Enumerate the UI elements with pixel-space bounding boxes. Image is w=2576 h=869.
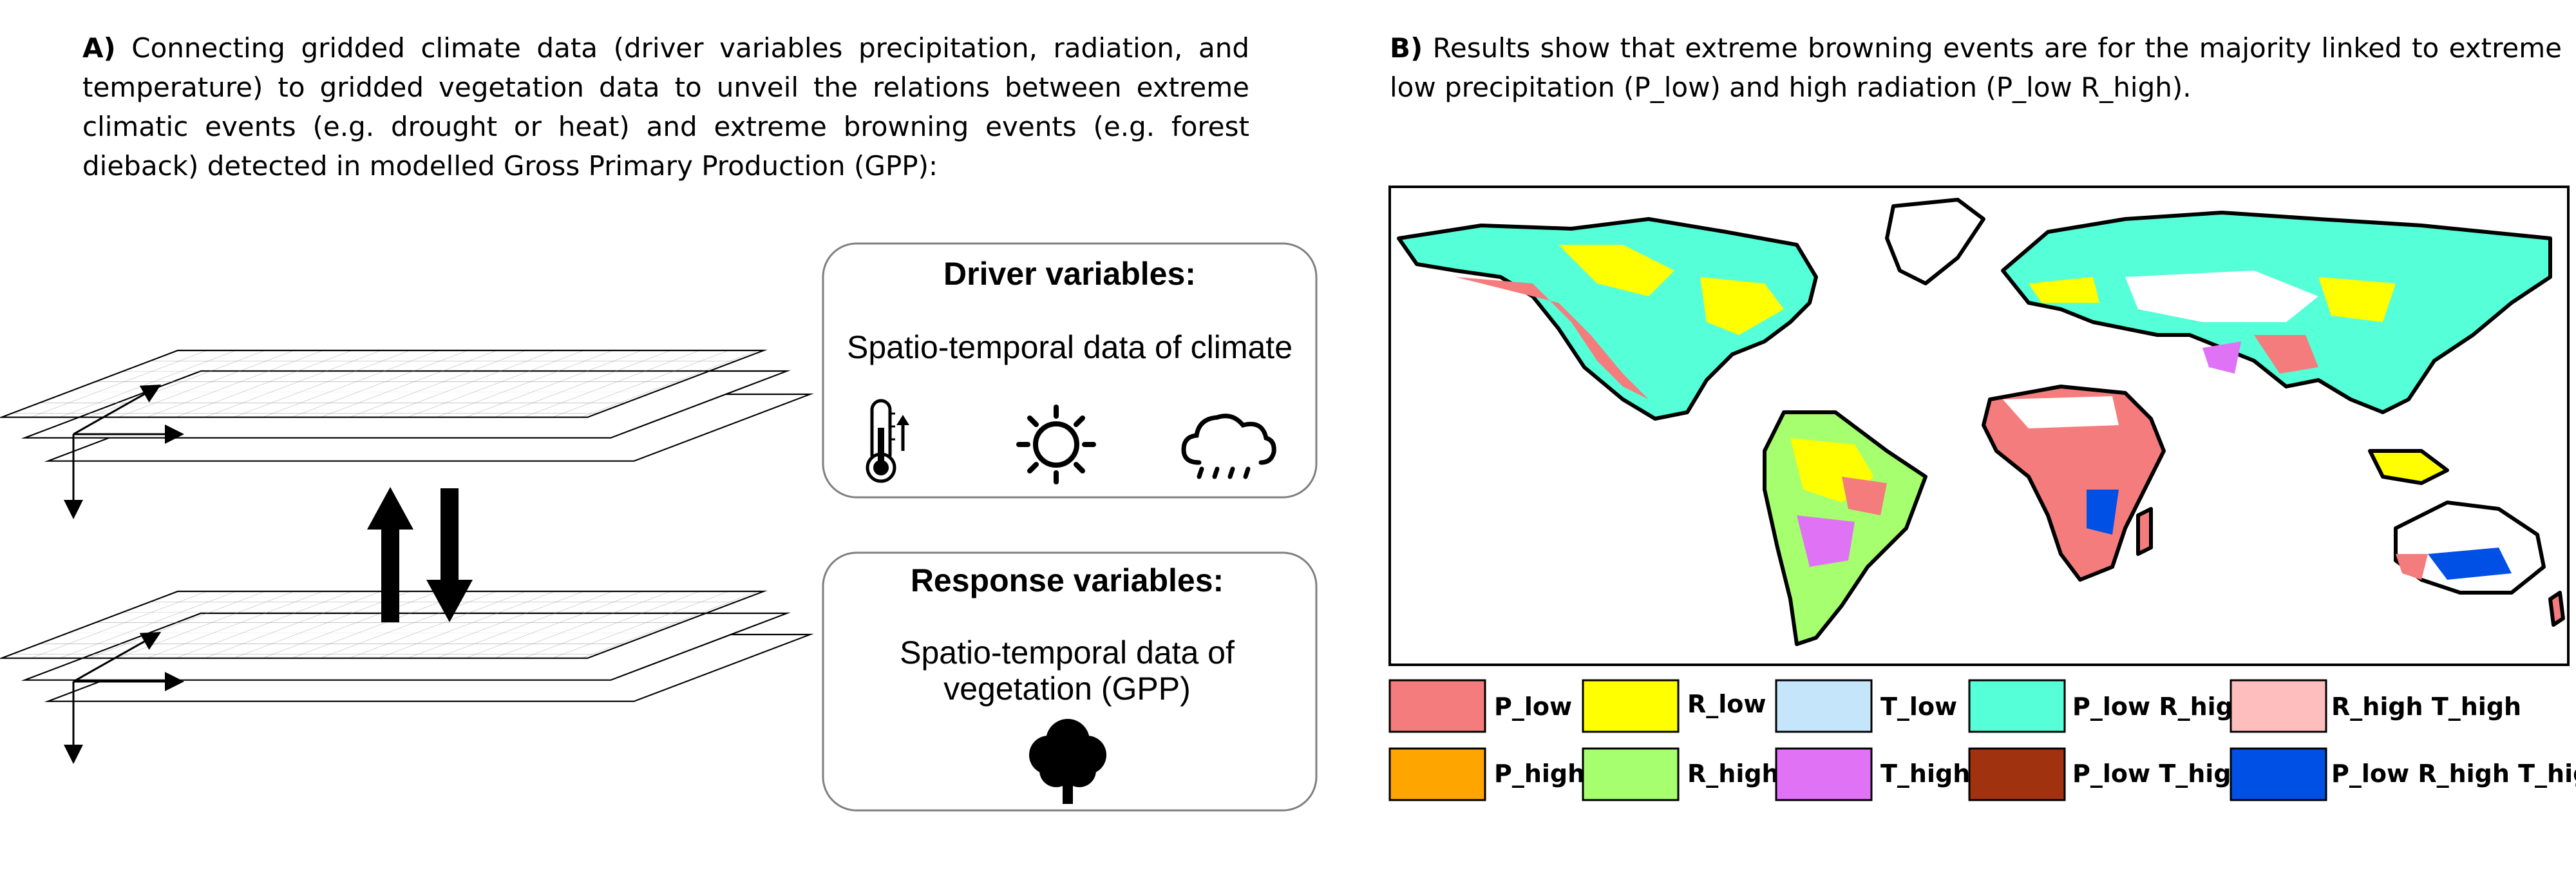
legend-swatch: [1968, 679, 2066, 733]
down-arrow: [426, 488, 473, 622]
thermometer-icon: [866, 399, 909, 483]
legend-label: T_high: [1880, 759, 1970, 788]
panel-a-text: Connecting gridded climate data (driver …: [82, 32, 1249, 182]
legend-swatch: [1968, 747, 2066, 801]
driver-box-title: Driver variables:: [943, 256, 1196, 292]
madagascar: [2136, 507, 2153, 556]
legend-swatch: [1775, 747, 1873, 801]
greenland: [1885, 198, 1985, 285]
legend-item: P_low R_high: [1968, 679, 2251, 733]
new-zealand: [2548, 591, 2565, 627]
legend-swatch: [2230, 679, 2327, 733]
legend-item: T_low: [1775, 679, 1957, 733]
legend-label: P_low R_high T_high: [2331, 759, 2576, 788]
map-legend: P_low R_low T_low P_low R_high R_high T_…: [1388, 679, 2576, 801]
legend-swatch: [1775, 679, 1873, 733]
legend-swatch: [1388, 747, 1486, 801]
legend-swatch: [2230, 747, 2327, 801]
vegetation-grid-stack: [0, 590, 814, 702]
panel-b-text: Results show that extreme browning event…: [1390, 32, 2562, 103]
legend-label: P_low: [1494, 692, 1572, 721]
response-box-line1: Spatio-temporal data of: [900, 635, 1235, 671]
legend-swatch: [1582, 747, 1680, 801]
panel-b-letter: B): [1390, 32, 1423, 64]
legend-label: T_low: [1880, 692, 1957, 721]
panel-b-caption: B) Results show that extreme browning ev…: [1390, 28, 2562, 107]
legend-item: R_high: [1582, 747, 1779, 801]
rain-cloud-icon: [1181, 414, 1276, 479]
legend-label: P_high: [1494, 759, 1585, 788]
legend-label: R_high: [1687, 759, 1779, 788]
driver-box-subtitle: Spatio-temporal data of climate: [847, 329, 1293, 365]
sun-icon: [1016, 405, 1096, 484]
driver-variables-box: Driver variables: Spatio-temporal data o…: [822, 242, 1318, 499]
legend-swatch: [1582, 679, 1680, 733]
legend-item: R_low: [1582, 679, 1766, 733]
world-map: [1388, 186, 2570, 666]
legend-item: T_high: [1775, 747, 1970, 801]
legend-item: P_low R_high T_high: [2230, 747, 2576, 801]
tree-icon: [1029, 719, 1106, 804]
panel-a-letter: A): [82, 32, 116, 64]
vegetation-grid-axes: [64, 632, 184, 764]
legend-label: R_high T_high: [2331, 692, 2521, 721]
response-variables-box: Response variables: Spatio-temporal data…: [822, 551, 1318, 812]
legend-item: P_high: [1388, 747, 1585, 801]
legend-label: P_low R_high: [2072, 692, 2251, 721]
response-box-title: Response variables:: [911, 562, 1224, 598]
climate-grid-stack: [0, 349, 814, 462]
legend-swatch: [1388, 679, 1486, 733]
legend-item: R_high T_high: [2230, 679, 2521, 733]
legend-item: P_low: [1388, 679, 1572, 733]
climate-grid-axes: [64, 385, 184, 519]
legend-item: P_low T_high: [1968, 747, 2249, 801]
response-box-line2: vegetation (GPP): [943, 671, 1191, 707]
africa: [1982, 385, 2166, 582]
legend-label: P_low T_high: [2072, 759, 2249, 788]
se-asia-islands: [2368, 449, 2449, 485]
legend-label: R_low: [1687, 690, 1766, 718]
panel-a-caption: A) Connecting gridded climate data (driv…: [82, 28, 1249, 186]
up-arrow: [367, 487, 413, 622]
